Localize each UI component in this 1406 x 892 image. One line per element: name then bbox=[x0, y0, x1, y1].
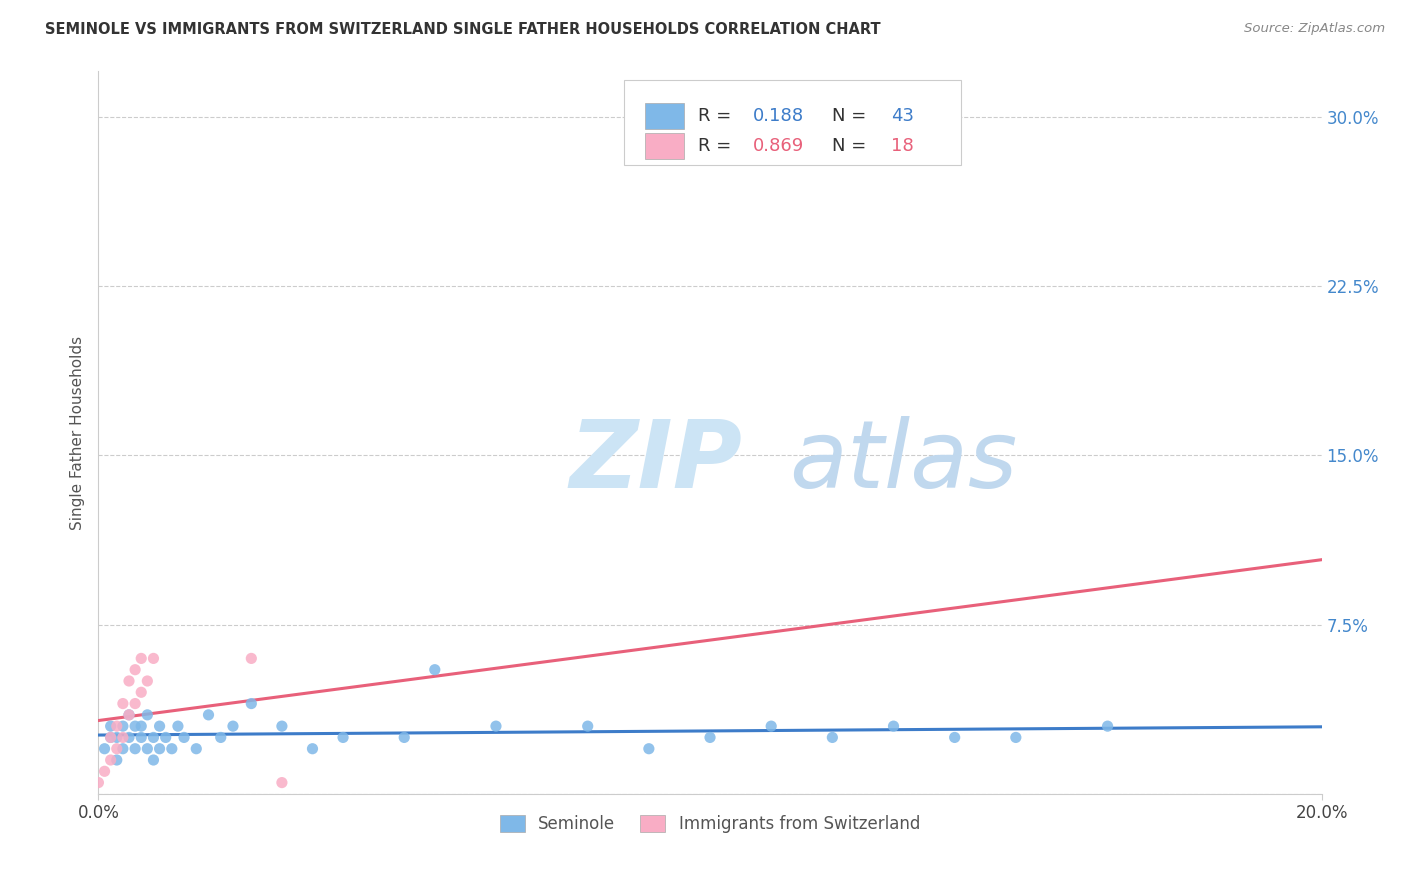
Point bbox=[136, 741, 159, 756]
Point bbox=[197, 707, 219, 722]
Point bbox=[270, 775, 292, 789]
Point bbox=[124, 697, 146, 711]
Text: SEMINOLE VS IMMIGRANTS FROM SWITZERLAND SINGLE FATHER HOUSEHOLDS CORRELATION CHA: SEMINOLE VS IMMIGRANTS FROM SWITZERLAND … bbox=[45, 22, 880, 37]
Text: R =: R = bbox=[697, 136, 737, 155]
Point bbox=[149, 719, 172, 733]
Point bbox=[160, 741, 183, 756]
Point bbox=[111, 719, 134, 733]
Point bbox=[124, 663, 146, 677]
Text: 18: 18 bbox=[891, 136, 914, 155]
Point bbox=[637, 741, 661, 756]
Point bbox=[111, 741, 134, 756]
Point bbox=[129, 685, 152, 699]
Point bbox=[699, 731, 721, 745]
FancyBboxPatch shape bbox=[624, 80, 960, 165]
Point bbox=[423, 663, 446, 677]
Point bbox=[943, 731, 966, 745]
FancyBboxPatch shape bbox=[645, 133, 685, 159]
Text: 0.869: 0.869 bbox=[752, 136, 804, 155]
Y-axis label: Single Father Households: Single Father Households bbox=[69, 335, 84, 530]
Point bbox=[118, 707, 141, 722]
Point bbox=[118, 731, 141, 745]
Point bbox=[240, 697, 263, 711]
Point bbox=[118, 673, 141, 688]
Point bbox=[173, 731, 195, 745]
Point bbox=[105, 719, 128, 733]
Text: 0.188: 0.188 bbox=[752, 107, 804, 125]
Point bbox=[124, 741, 146, 756]
Point bbox=[1004, 731, 1026, 745]
Point bbox=[142, 651, 165, 665]
Point bbox=[105, 731, 128, 745]
Legend: Seminole, Immigrants from Switzerland: Seminole, Immigrants from Switzerland bbox=[494, 808, 927, 839]
Point bbox=[100, 731, 122, 745]
Point bbox=[129, 731, 152, 745]
Point bbox=[821, 731, 844, 745]
Point bbox=[136, 673, 159, 688]
Point bbox=[105, 741, 128, 756]
Point bbox=[129, 719, 152, 733]
Point bbox=[100, 719, 122, 733]
Point bbox=[155, 731, 177, 745]
Point bbox=[392, 731, 416, 745]
Point bbox=[142, 731, 165, 745]
Point bbox=[1097, 719, 1119, 733]
Point bbox=[167, 719, 190, 733]
FancyBboxPatch shape bbox=[645, 103, 685, 129]
Point bbox=[100, 731, 122, 745]
Point bbox=[759, 719, 782, 733]
Text: atlas: atlas bbox=[790, 416, 1018, 507]
Text: 43: 43 bbox=[891, 107, 914, 125]
Point bbox=[332, 731, 354, 745]
Point bbox=[87, 775, 110, 789]
Text: ZIP: ZIP bbox=[569, 416, 742, 508]
Point bbox=[105, 753, 128, 767]
Point bbox=[301, 741, 323, 756]
Text: R =: R = bbox=[697, 107, 737, 125]
Point bbox=[111, 697, 134, 711]
Point bbox=[883, 719, 905, 733]
Point bbox=[222, 719, 245, 733]
Point bbox=[270, 719, 292, 733]
Point bbox=[129, 651, 152, 665]
Point bbox=[186, 741, 208, 756]
Point bbox=[485, 719, 508, 733]
Text: Source: ZipAtlas.com: Source: ZipAtlas.com bbox=[1244, 22, 1385, 36]
Point bbox=[111, 731, 134, 745]
Text: N =: N = bbox=[832, 107, 872, 125]
Point bbox=[118, 707, 141, 722]
Point bbox=[93, 741, 115, 756]
Point bbox=[136, 707, 159, 722]
Point bbox=[240, 651, 263, 665]
Point bbox=[124, 719, 146, 733]
Text: N =: N = bbox=[832, 136, 872, 155]
Point bbox=[93, 764, 115, 779]
Point bbox=[100, 753, 122, 767]
Point bbox=[576, 719, 599, 733]
Point bbox=[142, 753, 165, 767]
Point bbox=[149, 741, 172, 756]
Point bbox=[209, 731, 232, 745]
